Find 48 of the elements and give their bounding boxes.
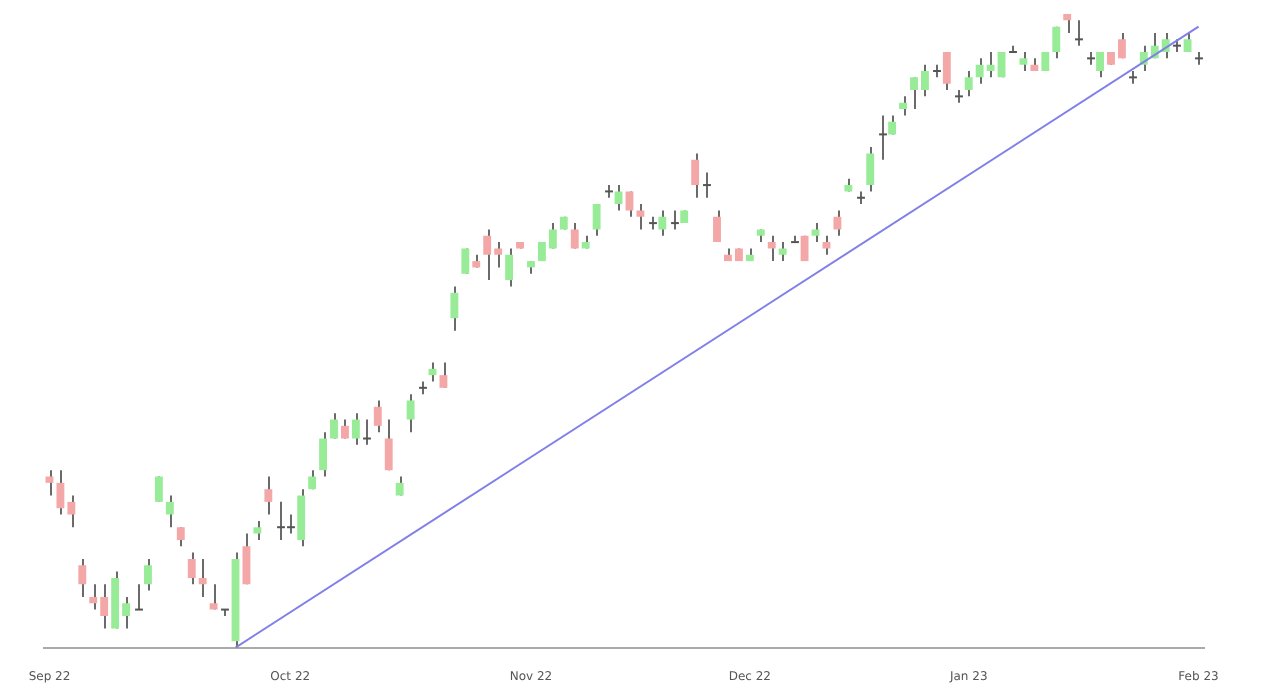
candlestick	[176, 526, 185, 548]
candlestick	[406, 393, 415, 434]
candlestick	[702, 171, 712, 199]
candlestick	[134, 583, 144, 611]
candlestick	[330, 412, 338, 440]
candlestick	[165, 494, 174, 529]
candlestick	[351, 412, 360, 446]
candlestick	[209, 583, 218, 611]
candlestick	[264, 475, 273, 516]
candlestick	[964, 70, 973, 98]
candlestick	[778, 241, 787, 263]
candlestick	[570, 222, 579, 250]
candlestick	[866, 146, 875, 193]
candlestick	[1074, 19, 1084, 47]
candlestick	[1063, 13, 1072, 35]
candlestick	[658, 209, 667, 237]
candlestick	[297, 488, 306, 548]
candlestick	[505, 247, 514, 288]
candlestick	[461, 247, 470, 275]
candlestick	[713, 209, 721, 244]
candlestick	[78, 557, 87, 598]
candlestick	[439, 361, 448, 389]
candlestick	[319, 431, 327, 478]
candlestick	[1019, 51, 1028, 73]
candlestick	[384, 418, 393, 472]
candlestick	[767, 234, 776, 263]
candlestick	[187, 551, 196, 586]
candlestick	[395, 475, 404, 497]
candlestick	[878, 114, 888, 161]
candlestick	[636, 203, 645, 231]
candlestick	[614, 184, 623, 212]
candlestick	[1096, 51, 1104, 79]
candlestick	[373, 399, 382, 434]
candlestick	[811, 222, 820, 244]
candlestick	[833, 209, 842, 237]
candlestick	[691, 152, 700, 199]
candlestick	[154, 475, 163, 503]
candlestick	[198, 557, 207, 598]
candlestick	[942, 51, 951, 92]
candlestick	[899, 95, 907, 117]
candlestick	[253, 519, 262, 541]
candlestick	[670, 209, 680, 231]
candlestick	[362, 418, 372, 446]
candlestick	[450, 285, 459, 332]
candlestick	[144, 557, 152, 592]
candlestick	[592, 203, 601, 237]
candlestick	[341, 418, 349, 440]
candlestick	[1052, 25, 1061, 60]
